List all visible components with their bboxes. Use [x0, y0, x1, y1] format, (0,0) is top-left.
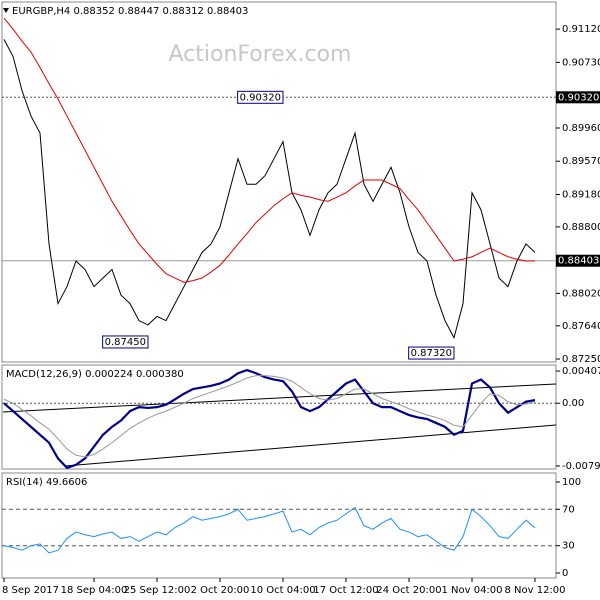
- x-tick-label: 1 Nov 04:00: [441, 585, 502, 596]
- series-line: [3, 506, 536, 554]
- y-tick-label: 0.004076: [562, 366, 600, 377]
- x-tick-label: 10 Oct 04:00: [250, 585, 315, 596]
- y-tick-label: 0.90730: [562, 57, 600, 68]
- trendline: [2, 383, 557, 413]
- y-tick-label: 0.00: [562, 398, 584, 409]
- series-line: [3, 368, 536, 470]
- trendline: [64, 424, 557, 467]
- rsi-panel: [1, 472, 557, 579]
- annotation: 0.87450: [105, 337, 146, 348]
- y-tick-label: -0.007956: [562, 461, 600, 472]
- y-tick-label: 0.89180: [562, 189, 600, 200]
- annotation-box: [102, 335, 149, 349]
- last-price-box: [556, 254, 600, 267]
- series-line: [3, 375, 536, 458]
- annotation: 0.90320: [240, 92, 281, 103]
- x-tick-label: 24 Oct 20:00: [376, 585, 441, 596]
- annotation: 0.87320: [411, 348, 452, 359]
- panel-title: RSI(14) 49.6606: [6, 477, 87, 488]
- x-tick-label: 8 Sep 2017: [2, 585, 59, 596]
- y-tick-label: 0.87640: [562, 321, 600, 332]
- y-tick-label: 0.88020: [562, 288, 600, 299]
- x-tick-label: 25 Sep 12:00: [124, 585, 191, 596]
- price-panel: [1, 1, 557, 363]
- x-tick-label: 2 Oct 20:00: [191, 585, 250, 596]
- y-tick-label: 0: [562, 568, 568, 579]
- x-tick-label: 17 Oct 12:00: [313, 585, 378, 596]
- y-tick-label: 0.91120: [562, 24, 600, 35]
- watermark: ActionForex.com: [169, 42, 352, 67]
- y-tick-label: 0.88800: [562, 222, 600, 233]
- macd-panel: [1, 364, 557, 470]
- x-tick-label: 18 Sep 04:00: [61, 585, 128, 596]
- y-tick-label: 70: [562, 504, 575, 515]
- x-tick-label: 8 Nov 12:00: [504, 585, 565, 596]
- panel-title: EURGBP,H4 0.88352 0.88447 0.88312 0.8840…: [12, 6, 248, 17]
- annotation-box: [237, 90, 284, 104]
- series-line: [3, 17, 535, 283]
- level-label: 0.90320: [558, 92, 599, 103]
- last-price-label: 0.88403: [558, 256, 599, 267]
- level-label-box: [556, 91, 600, 104]
- annotation-box: [408, 346, 455, 360]
- y-tick-label: 0.89960: [562, 123, 600, 134]
- y-tick-label: 0.89570: [562, 156, 600, 167]
- y-tick-label: 0.87250: [562, 354, 600, 365]
- y-tick-label: 30: [562, 541, 575, 552]
- series-line: [3, 39, 536, 340]
- y-tick-label: 100: [562, 477, 581, 488]
- panel-title: MACD(12,26,9) 0.000224 0.000380: [6, 369, 184, 380]
- menu-arrow[interactable]: [3, 8, 9, 13]
